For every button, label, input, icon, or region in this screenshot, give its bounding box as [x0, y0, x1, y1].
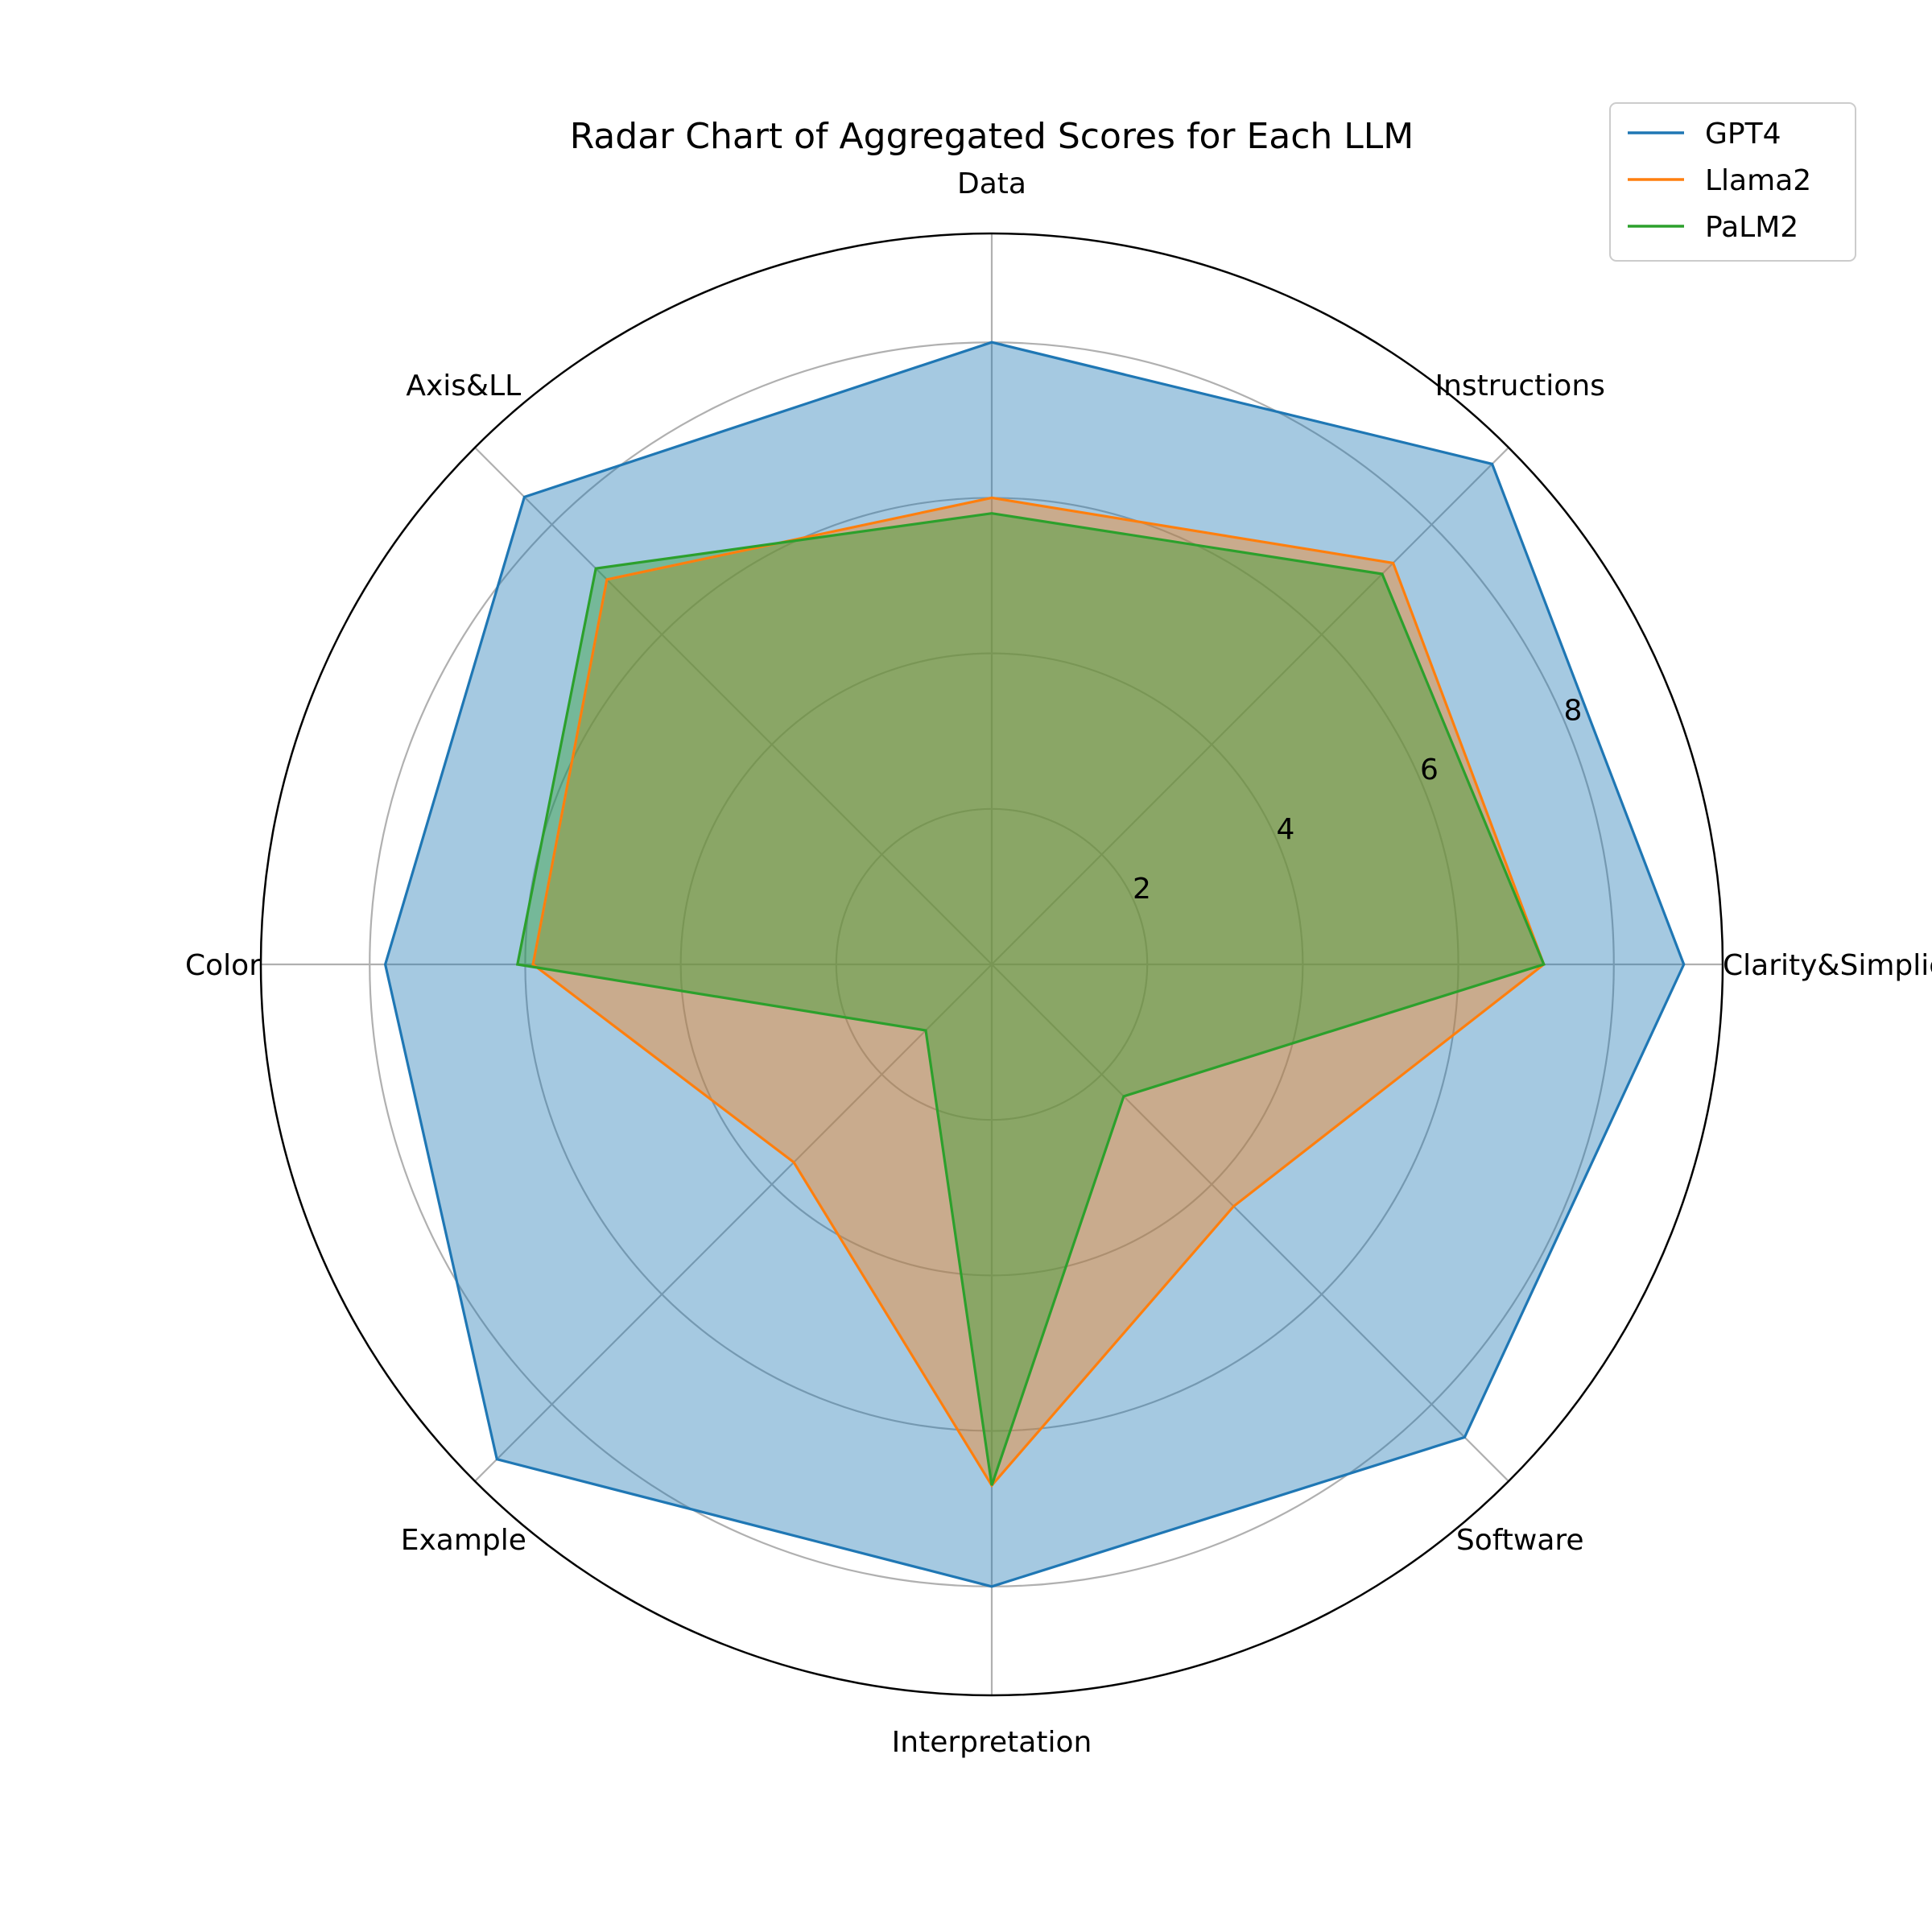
grid-spoke-5 — [474, 964, 993, 1482]
radial-tick-labels: 2 4 6 8 — [1133, 694, 1582, 906]
category-label-3: Axis&LL — [406, 369, 521, 402]
category-label-5: Example — [401, 1524, 526, 1557]
legend-label-0: GPT4 — [1705, 118, 1781, 151]
r-tick-label-2: 6 — [1420, 753, 1439, 786]
r-tick-label-3: 8 — [1563, 694, 1582, 727]
grid-spoke-3 — [474, 447, 993, 965]
legend-label-2: PaLM2 — [1705, 211, 1798, 244]
chart-title: Radar Chart of Aggregated Scores for Eac… — [570, 116, 1414, 157]
series-line-0 — [383, 341, 1686, 1588]
radar-outer-frame — [259, 232, 1724, 1697]
series-fill-0 — [385, 342, 1684, 1587]
category-label-7: Software — [1456, 1524, 1584, 1557]
grid-spoke-1 — [991, 447, 1509, 965]
category-label-6: Interpretation — [892, 1726, 1092, 1759]
legend-label-1: Llama2 — [1705, 164, 1811, 197]
grid-spoke-7 — [991, 964, 1509, 1482]
category-label-2: Data — [957, 167, 1026, 200]
legend-frame — [1609, 102, 1856, 262]
legend: GPT4 Llama2 PaLM2 — [1609, 102, 1856, 262]
category-label-4: Color — [185, 949, 261, 982]
category-label-0: Clarity&Simplicity — [1723, 949, 1932, 982]
category-labels: Clarity&Simplicity Instructions Data Axis&L… — [185, 167, 1932, 1759]
series-line-1 — [531, 496, 1546, 1488]
category-label-1: Instructions — [1435, 369, 1604, 402]
r-tick-label-0: 2 — [1133, 873, 1151, 906]
r-tick-label-1: 4 — [1277, 813, 1295, 846]
radar-series — [383, 341, 1686, 1588]
series-line-2 — [515, 512, 1546, 1486]
series-fill-1 — [533, 497, 1544, 1486]
series-fill-2 — [517, 513, 1544, 1486]
